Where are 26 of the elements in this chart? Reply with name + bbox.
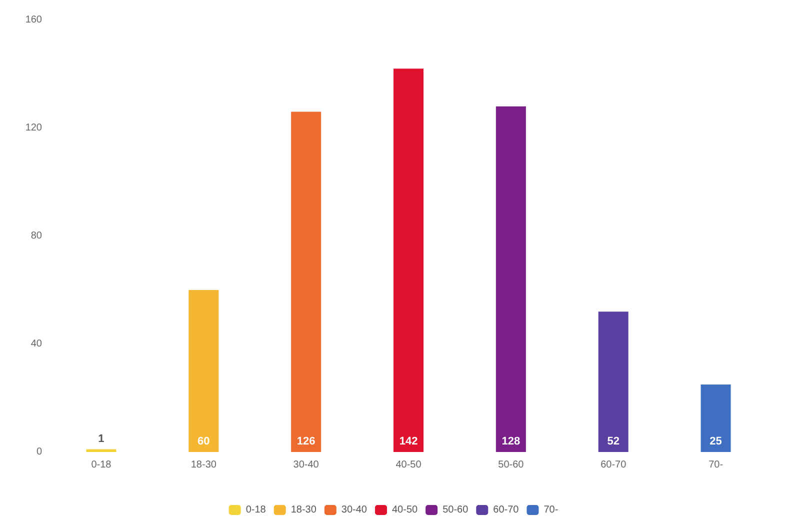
x-tick-label: 18-30	[190, 460, 217, 470]
x-tick-label: 60-70	[600, 460, 627, 470]
y-tick-label: 160	[25, 14, 42, 26]
legend-label: 70-	[544, 504, 558, 516]
legend-label: 0-18	[246, 504, 266, 516]
x-tick-label: 40-50	[396, 460, 422, 470]
y-tick-label: 0	[36, 446, 42, 458]
data-label: 128	[502, 436, 520, 448]
x-tick-label: 30-40	[293, 460, 320, 470]
legend-label: 30-40	[341, 504, 368, 516]
x-tick-label: 70-	[708, 460, 724, 470]
data-label: 25	[710, 436, 722, 448]
legend-label: 18-30	[290, 504, 317, 516]
legend-label: 60-70	[493, 504, 520, 516]
data-label: 126	[296, 436, 316, 448]
y-tick-label: 40	[30, 338, 42, 350]
y-tick-label: 80	[30, 230, 42, 242]
x-tick-label: 0-18	[91, 460, 112, 470]
y-tick-label: 120	[25, 122, 42, 134]
data-label: 1	[98, 432, 104, 445]
data-label: 60	[198, 436, 210, 448]
data-label: 142	[399, 436, 418, 448]
legend-label: 40-50	[392, 504, 418, 516]
data-label: 52	[607, 436, 620, 448]
legend-label: 50-60	[442, 504, 469, 516]
x-tick-label: 50-60	[498, 460, 524, 470]
